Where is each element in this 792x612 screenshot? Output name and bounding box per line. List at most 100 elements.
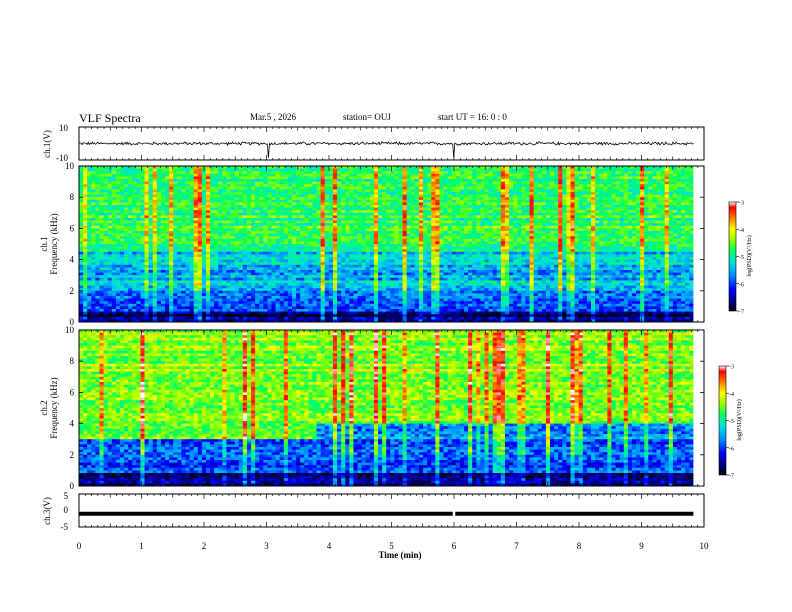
spectrogram-cell (144, 225, 150, 229)
spectrogram-cell (308, 192, 313, 195)
spectrogram-cell (406, 189, 412, 193)
spectrogram-cell (83, 184, 88, 188)
spectrogram-cell (558, 168, 563, 172)
spectrogram-cell (459, 166, 465, 169)
spectrogram-cell (640, 186, 645, 190)
spectrogram-cell (578, 192, 584, 195)
spectrogram-cell (205, 202, 211, 206)
spectrogram-cell (390, 194, 395, 198)
spectrogram-cell (541, 207, 547, 211)
spectrogram-cell (509, 184, 514, 188)
spectrogram-cell (570, 249, 575, 253)
spectrogram-cell (140, 179, 145, 182)
spectrogram-cell (324, 166, 330, 169)
spectrogram-cell (304, 179, 309, 182)
spectrogram-cell (681, 205, 686, 208)
spectrogram-cell (509, 223, 514, 227)
spectrogram-cell (324, 168, 330, 172)
spectrogram-cell (574, 173, 580, 177)
spectrogram-cell (541, 171, 547, 175)
spectrogram-cell (152, 192, 158, 195)
spectrogram-cell (615, 192, 621, 195)
spectrogram-cell (79, 215, 84, 219)
spectrogram-cell (545, 181, 551, 185)
spectrogram-cell (529, 228, 535, 232)
spectrogram-cell (672, 212, 678, 216)
spectrogram-cell (226, 228, 231, 232)
spectrogram-cell (451, 244, 457, 247)
spectrogram-cell (230, 171, 236, 175)
spectrogram-cell (197, 220, 203, 224)
spectrogram-cell (218, 197, 223, 201)
spectrogram-cell (619, 189, 625, 193)
spectrogram-cell (509, 246, 514, 250)
spectrogram-cell (607, 212, 612, 216)
spectrogram-cell (148, 251, 154, 255)
spectrogram-cell (83, 205, 88, 208)
spectrogram-cell (238, 220, 244, 224)
spectrogram-cell (533, 238, 539, 242)
spectrogram-cell (128, 212, 133, 216)
spectrogram-cell (345, 218, 350, 221)
spectrogram-cell (136, 251, 141, 255)
spectrogram-cell (541, 197, 547, 201)
spectrogram-cell (210, 231, 215, 234)
spectrogram-cell (296, 244, 301, 247)
spectrogram-cell (427, 228, 432, 232)
spectrogram-cell (685, 205, 690, 208)
spectrogram-cell (664, 189, 670, 193)
spectrogram-cell (267, 246, 272, 250)
spectrogram-cell (87, 220, 92, 224)
spectrogram-cell (595, 225, 600, 229)
spectrogram-cell (627, 166, 633, 169)
spectrogram-cell (267, 197, 272, 201)
spectrogram-cell (312, 249, 317, 253)
spectrogram-cell (410, 205, 416, 208)
spectrogram-cell (427, 233, 432, 237)
spectrogram-cell (369, 212, 375, 216)
spectrogram-cell (599, 233, 604, 237)
spectrogram-cell (468, 205, 473, 208)
spectrogram-cell (500, 233, 506, 237)
spectrogram-cell (631, 189, 637, 193)
spectrogram-cell (267, 199, 272, 203)
spectrogram-cell (382, 249, 387, 253)
spectrogram-cell (644, 233, 649, 237)
spectrogram-cell (300, 236, 305, 240)
spectrogram-cell (226, 218, 231, 221)
spectrogram-cell (599, 249, 604, 253)
spectrogram-cell (533, 231, 539, 234)
spectrogram-cell (504, 176, 510, 180)
spectrogram-cell (578, 215, 584, 219)
spectrogram-cell (357, 249, 363, 253)
spectrogram-cell (185, 179, 190, 182)
spectrogram-cell (517, 207, 522, 211)
spectrogram-cell (517, 246, 522, 250)
spectrogram-cell (394, 192, 399, 195)
spectrogram-cell (410, 244, 416, 247)
spectrogram-cell (439, 223, 444, 227)
spectrogram-cell (275, 218, 281, 221)
spectrogram-cell (562, 244, 567, 247)
spectrogram-cell (529, 192, 535, 195)
spectrogram-cell (386, 228, 391, 232)
spectrogram-cell (566, 197, 571, 201)
spectrogram-cell (615, 223, 621, 227)
spectrogram-cell (169, 212, 174, 216)
spectrogram-cell (144, 238, 150, 242)
spectrogram-cell (255, 212, 260, 216)
spectrogram-cell (357, 168, 363, 172)
spectrogram-cell (504, 228, 510, 232)
spectrogram-cell (115, 210, 121, 214)
spectrogram-cell (603, 244, 608, 247)
spectrogram-cell (287, 194, 293, 198)
spectrogram-cell (111, 220, 117, 224)
spectrogram-cell (619, 220, 625, 224)
spectrogram-cell (681, 238, 686, 242)
spectrogram-cell (230, 189, 236, 193)
spectrogram-cell (378, 181, 383, 185)
spectrogram-cell (500, 184, 506, 188)
spectrogram-cell (619, 205, 625, 208)
spectrogram-cell (177, 176, 182, 180)
spectrogram-cell (140, 199, 145, 203)
